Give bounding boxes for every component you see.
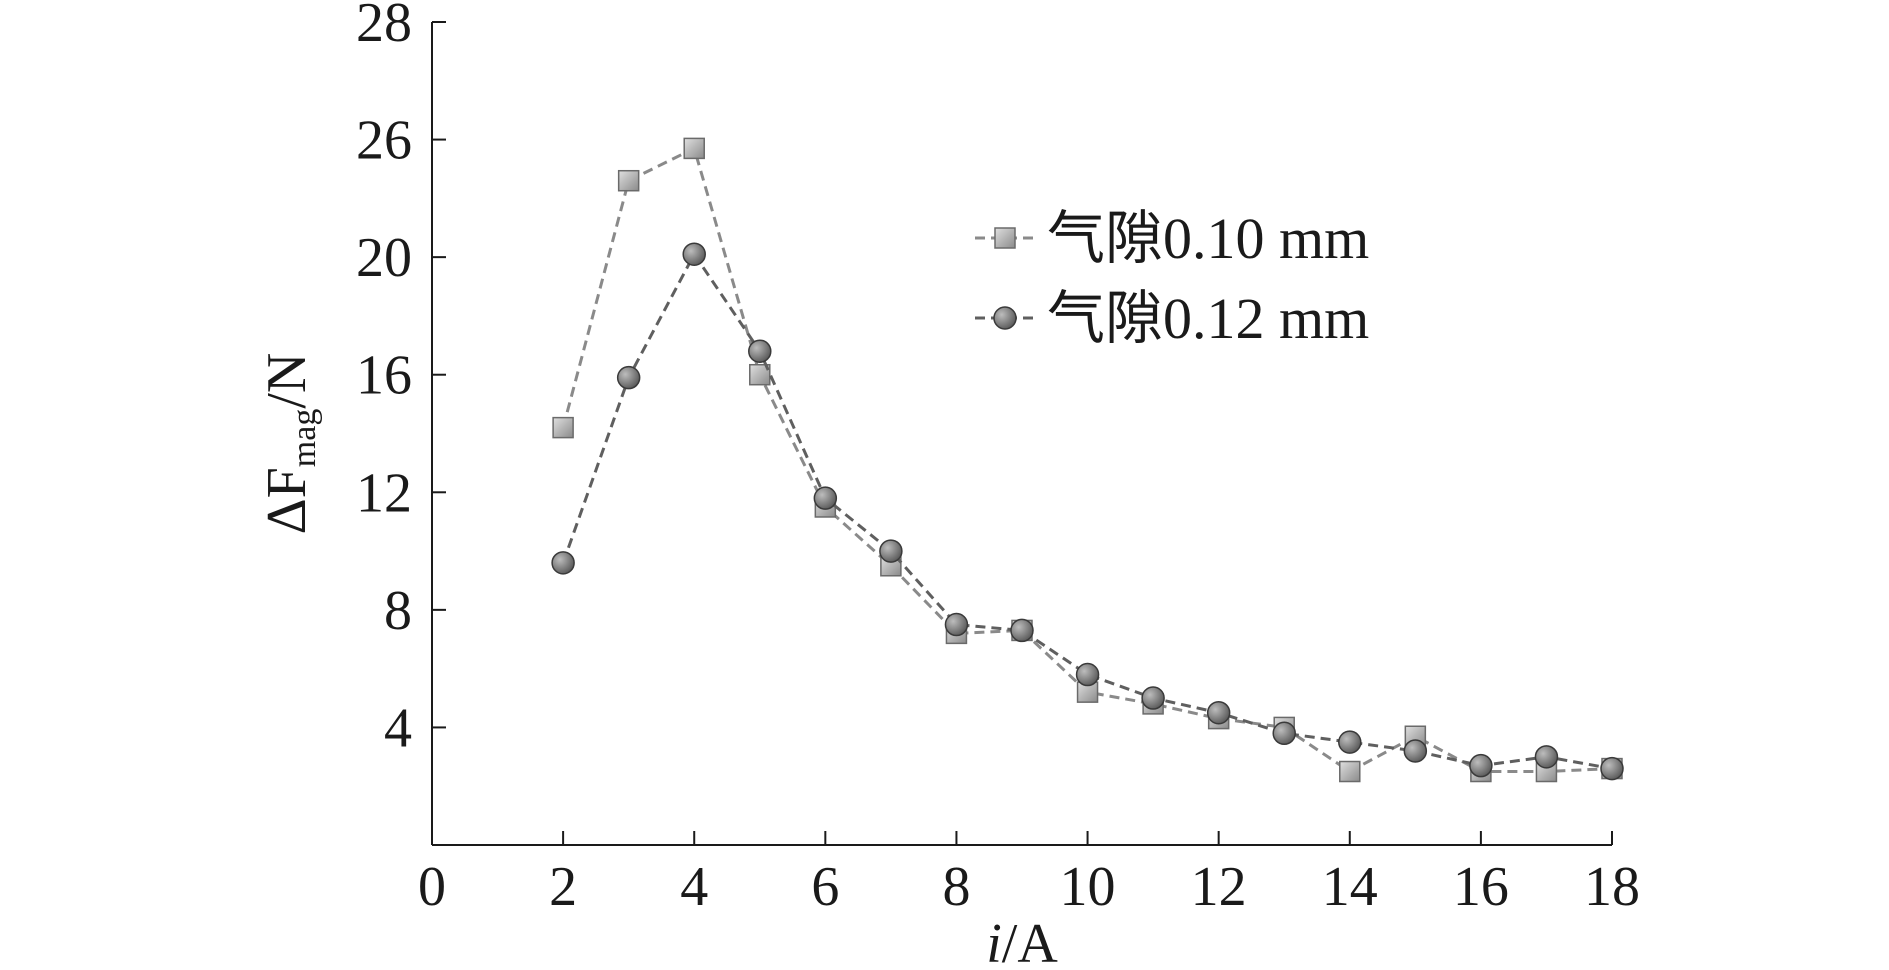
x-axis-title-italic: i (986, 913, 1002, 970)
y-tick-label: 4 (384, 697, 412, 759)
data-point (1403, 739, 1428, 763)
y-axis-title-suffix: /N (256, 353, 318, 409)
data-point (682, 242, 706, 266)
x-tick-label: 18 (1584, 856, 1640, 918)
data-point (1469, 753, 1493, 778)
x-tick-label: 2 (549, 856, 577, 918)
x-tick-label: 16 (1453, 856, 1509, 918)
data-point (1339, 760, 1361, 783)
data-point (1272, 721, 1296, 746)
x-ticks: 0 2 4 6 8 10 12 14 16 18 (418, 831, 1640, 918)
y-tick-label: 12 (356, 462, 412, 524)
y-tick-label: 26 (356, 110, 412, 172)
series-2 (551, 242, 1624, 781)
data-point (749, 363, 771, 386)
y-axis-title: ΔFmag/N (256, 353, 323, 535)
x-tick-label: 14 (1322, 856, 1378, 918)
data-point (1534, 745, 1559, 769)
axes (431, 22, 1612, 846)
legend-marker (994, 227, 1016, 249)
legend-item: 气隙0.10 mm (975, 206, 1369, 271)
y-tick-label: 16 (356, 345, 412, 407)
series-layer (551, 137, 1624, 783)
x-tick-label: 12 (1191, 856, 1247, 918)
y-tick-label: 28 (356, 0, 412, 54)
legend-item: 气隙0.12 mm (975, 286, 1369, 351)
y-axis-title-prefix: ΔF (256, 467, 318, 534)
data-point (1600, 756, 1624, 781)
data-point (1141, 686, 1165, 710)
data-point (748, 339, 772, 363)
data-point (1010, 618, 1034, 643)
x-axis-title: i/A (986, 913, 1058, 970)
series-line (561, 251, 1613, 771)
data-point (879, 539, 903, 563)
data-point (1206, 700, 1231, 725)
legend-marker (993, 306, 1017, 330)
x-tick-label: 10 (1060, 856, 1116, 918)
x-tick-label: 0 (418, 856, 446, 918)
data-point (1075, 662, 1100, 687)
legend-label: 气隙0.12 mm (1047, 286, 1369, 351)
data-point (683, 137, 705, 160)
data-point (552, 416, 574, 439)
data-point (944, 612, 969, 637)
data-point (813, 486, 838, 510)
x-axis-title-unit: /A (1002, 913, 1059, 970)
data-point (551, 551, 575, 575)
data-point (616, 365, 641, 390)
data-point (617, 169, 640, 192)
y-ticks: 4 8 12 16 20 26 28 (356, 0, 446, 759)
data-point (1338, 730, 1362, 754)
legend-label: 气隙0.10 mm (1047, 206, 1369, 271)
x-tick-label: 6 (811, 856, 839, 918)
x-tick-label: 8 (942, 856, 970, 918)
x-tick-label: 4 (680, 856, 708, 918)
y-axis-title-subscript: mag (286, 409, 323, 468)
y-tick-label: 8 (384, 580, 412, 642)
y-tick-label: 20 (356, 227, 412, 289)
legend: 气隙0.10 mm 气隙0.12 mm (975, 206, 1369, 351)
